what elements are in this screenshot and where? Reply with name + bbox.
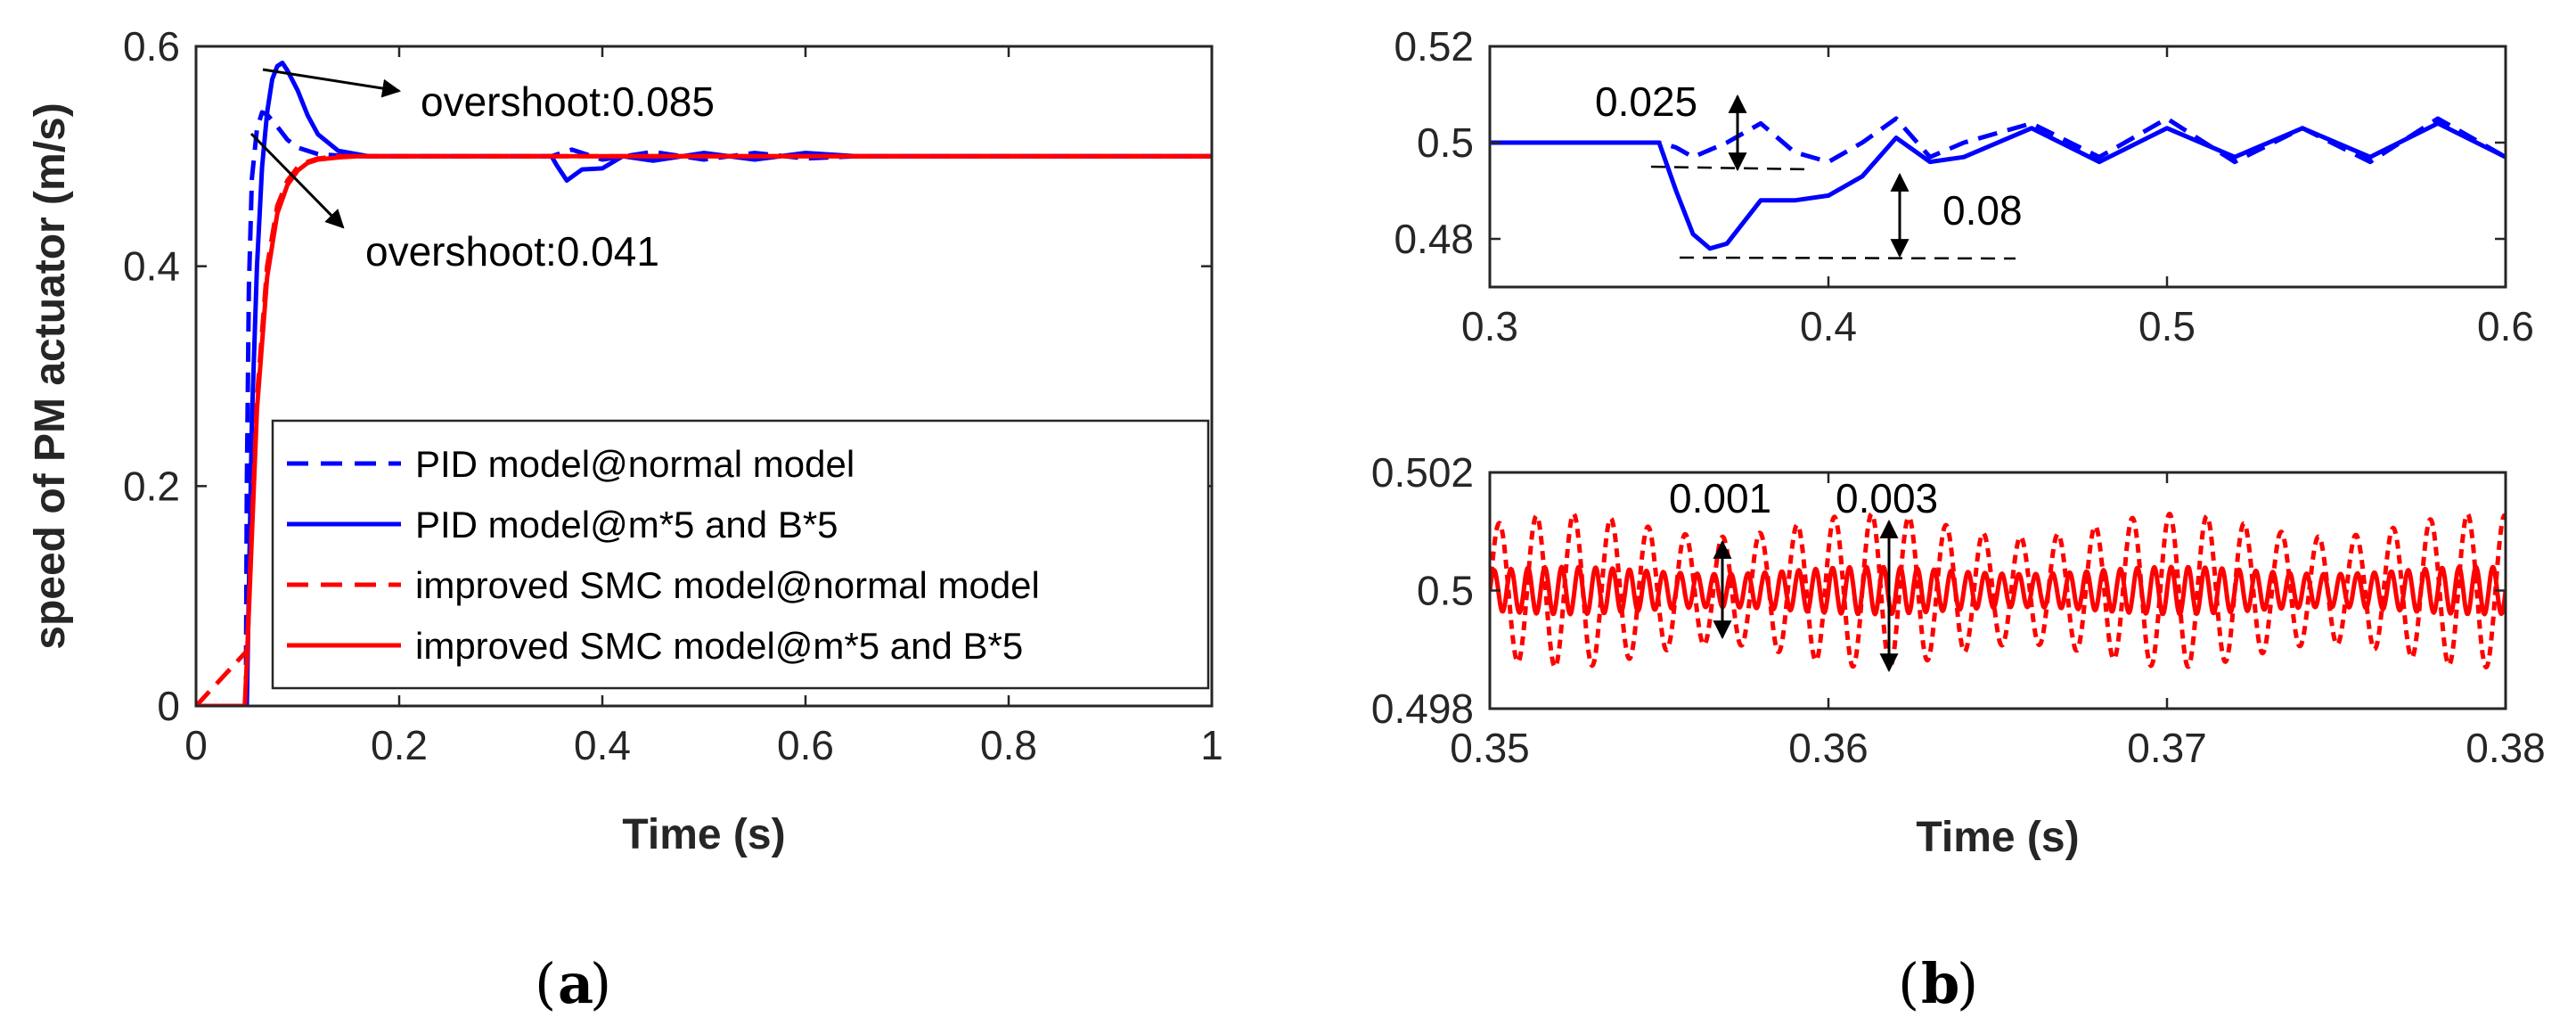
panel-b-top-ytick-label: 0.5 (1417, 119, 1474, 166)
caption-a-open: ( (535, 951, 556, 1016)
panel-a-ytick-label: 0.4 (123, 243, 180, 290)
legend-label-smc-m5: improved SMC model@m*5 and B*5 (415, 625, 1023, 667)
annotation-008: 0.08 (1942, 187, 2023, 234)
legend-label-smc-normal: improved SMC model@normal model (415, 564, 1040, 606)
panel-b-top-xtick-label: 0.3 (1461, 303, 1518, 349)
panel-b-top-ytick-label: 0.48 (1394, 216, 1474, 262)
annotation-0025: 0.025 (1595, 78, 1697, 125)
panel-b-top-series-pid-model-m-5-and-b-5 (1490, 120, 2506, 251)
caption-b-close: ) (1957, 951, 1978, 1016)
panel-a-xtick-label: 0.8 (980, 722, 1037, 768)
panel-a-ytick-label: 0.6 (123, 23, 180, 70)
caption-a-letter: a (558, 951, 593, 1016)
caption-b-open: ( (1898, 951, 1919, 1016)
legend-label-pid-normal: PID model@normal model (415, 443, 855, 485)
panel-b-bottom-ticks: 0.35 0.36 0.37 0.38 0.498 0.5 0.502 (1371, 449, 2546, 771)
panel-a-xtick-label: 0.6 (777, 722, 834, 768)
legend-label-pid-m5: PID model@m*5 and B*5 (415, 504, 838, 546)
panel-b-top-xtick-label: 0.6 (2477, 303, 2534, 349)
panel-a-xtick-label: 0.2 (371, 722, 428, 768)
overshoot-041-arrow (249, 132, 345, 229)
panel-b-top-axes-box (1488, 45, 2507, 289)
annotation-overshoot-085: overshoot:0.085 (421, 78, 715, 125)
panel-b-bottom-xtick-label: 0.36 (1788, 725, 1869, 771)
panel-a-xtick-label: 0 (184, 722, 208, 768)
panel-a-ytick-label: 0 (157, 683, 180, 729)
panel-b-top-xtick-label: 0.4 (1800, 303, 1857, 349)
panel-a-xlabel: Time (s) (622, 811, 785, 858)
legend: PID model@normal model PID model@m*5 and… (271, 419, 1210, 690)
annotation-0001: 0.001 (1669, 475, 1771, 521)
panel-b-top: 0.3 0.4 0.5 0.6 0.48 0.5 0.52 0.025 0.08 (1394, 23, 2534, 349)
annotation-overshoot-041: overshoot:0.041 (365, 228, 659, 275)
overshoot-085-arrow (262, 68, 402, 98)
caption-a-close: ) (590, 951, 611, 1016)
panel-a-xtick-label: 1 (1200, 722, 1223, 768)
panel-a-series-improved-smc-model-m-5-and-b-5 (196, 153, 1212, 706)
panel-b-top-ticks: 0.3 0.4 0.5 0.6 0.48 0.5 0.52 (1394, 23, 2534, 349)
panel-b-bottom-xtick-label: 0.35 (1450, 725, 1530, 771)
panel-b-bottom-ytick-label: 0.498 (1371, 685, 1474, 732)
panel-b-bottom-series-group (1490, 511, 2506, 669)
panel-a-ytick-label: 0.2 (123, 463, 180, 509)
caption-b-letter: b (1921, 951, 1959, 1016)
panel-b-bottom-ytick-label: 0.502 (1371, 449, 1474, 496)
panel-a-ylabel: speed of PM actuator (m/s) (27, 103, 74, 649)
panel-b-bottom-xtick-label: 0.38 (2466, 725, 2546, 771)
legend-box (271, 419, 1210, 690)
annotation-0003: 0.003 (1836, 475, 1938, 521)
panel-b-bottom: 0.35 0.36 0.37 0.38 0.498 0.5 0.502 0.001 0.00… (1371, 449, 2546, 1016)
panel-b-bottom-series-improved-smc-model-m-5-and-b-5 (1490, 564, 2506, 617)
panel-b-top-ytick-label: 0.52 (1394, 23, 1474, 70)
panel-b-top-xtick-label: 0.5 (2138, 303, 2196, 349)
panel-a: 0 0.2 0.4 0.6 0.8 1 0 0.2 0.4 0.6 Time (s) speed … (27, 23, 1223, 1016)
panel-a-ticks: 0 0.2 0.4 0.6 0.8 1 0 0.2 0.4 0.6 (123, 23, 1223, 768)
panel-b-bottom-ytick-label: 0.5 (1417, 568, 1474, 614)
panel-a-axes-box (194, 45, 1214, 708)
panel-b-top-series-group (1490, 116, 2506, 251)
panel-b-bottom-xtick-label: 0.37 (2127, 725, 2207, 771)
panel-a-xtick-label: 0.4 (574, 722, 631, 768)
panel-b-xlabel: Time (s) (1916, 814, 2079, 861)
